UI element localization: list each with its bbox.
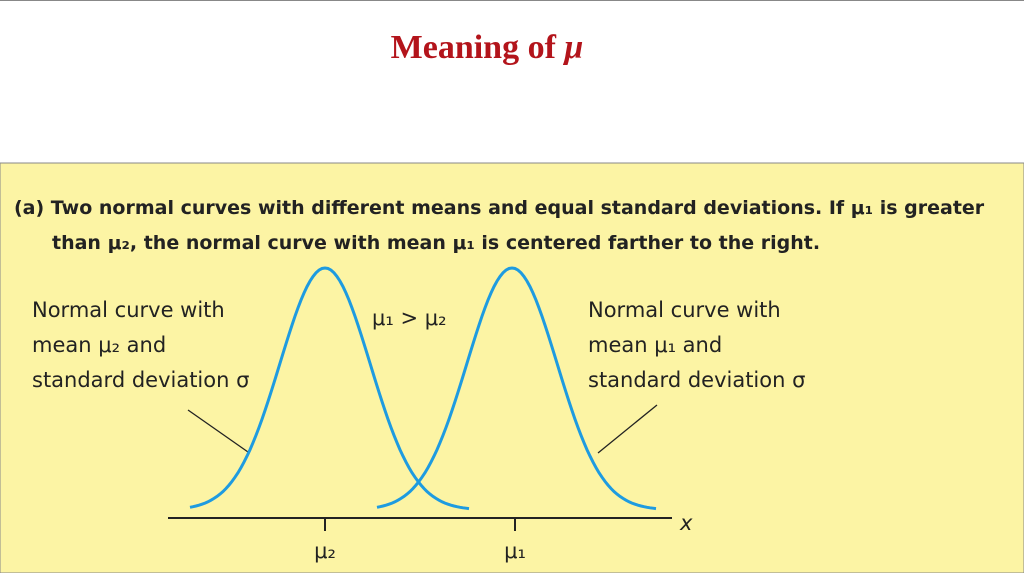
right-label-line: Normal curve with [588,298,781,322]
axis-label: x [679,511,693,535]
caption-line: than μ₂, the normal curve with mean μ₁ i… [52,232,820,254]
caption-line: (a) Two normal curves with different mea… [14,197,985,219]
title-text: Meaning of [391,29,557,66]
comparison-label: μ₁ > μ₂ [372,306,447,330]
right-label-line: standard deviation σ [588,368,805,392]
left-label-line: Normal curve with [32,298,225,322]
normal-curve [189,266,470,511]
left-label-line: mean μ₂ and [32,333,166,357]
tick-label: μ₂ [314,539,336,563]
tick-label: μ₁ [504,539,526,563]
figure-panel [0,162,1024,573]
leader-line [187,409,249,453]
normal-curve [376,266,657,511]
title-symbol: μ [562,29,583,66]
slide-title: Meaning of μ [391,29,584,66]
left-label-line: standard deviation σ [32,368,249,392]
leader-line [597,404,658,454]
right-label-line: mean μ₁ and [588,333,722,357]
